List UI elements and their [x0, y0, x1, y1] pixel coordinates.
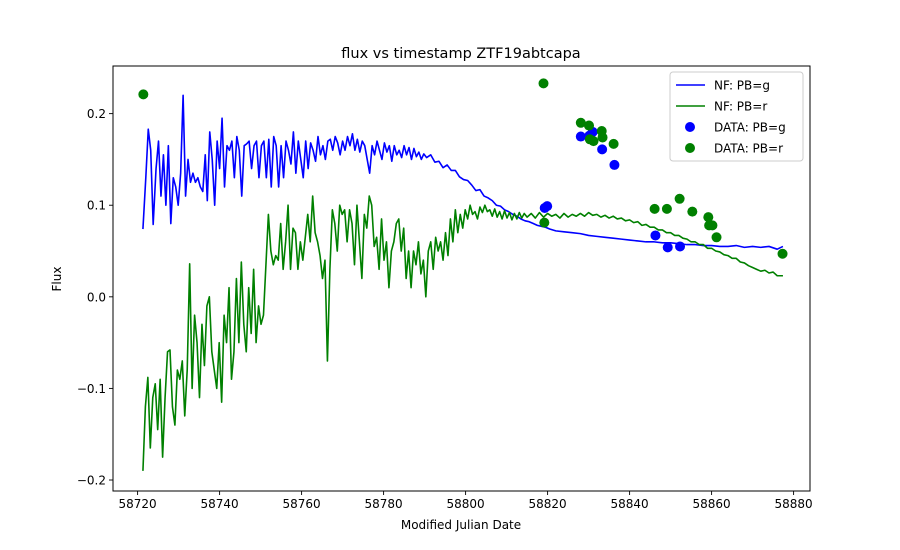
data-point-3-2 — [539, 217, 550, 228]
legend-swatch-data-r — [685, 143, 695, 153]
data-point-3-18 — [777, 248, 788, 259]
plot-frame — [112, 65, 811, 492]
data-point-3-16 — [707, 220, 718, 231]
series-line-0 — [142, 94, 784, 250]
legend-label-data-r: DATA: PB=r — [714, 142, 783, 156]
legend-label-nf-r: NF: PB=r — [714, 100, 767, 114]
data-point-3-13 — [687, 206, 698, 217]
y-tick-label: −0.1 — [77, 382, 106, 396]
data-point-3-12 — [674, 193, 685, 204]
data-point-3-10 — [649, 203, 660, 214]
data-point-3-17 — [711, 232, 722, 243]
data-point-3-1 — [538, 78, 549, 89]
series-line-1 — [142, 195, 783, 471]
data-point-2-6 — [609, 159, 620, 170]
x-tick-label: 58760 — [283, 497, 321, 511]
x-tick-label: 58840 — [611, 497, 649, 511]
data-point-3-3 — [575, 117, 586, 128]
x-tick-label: 58740 — [201, 497, 239, 511]
x-tick-label: 58880 — [775, 497, 813, 511]
y-tick-label: 0.0 — [87, 290, 106, 304]
x-tick-label: 58720 — [119, 497, 157, 511]
data-point-2-7 — [650, 230, 661, 241]
data-point-3-0 — [138, 89, 149, 100]
x-tick-label: 58780 — [365, 497, 403, 511]
data-point-2-1 — [542, 201, 553, 212]
data-point-3-4 — [584, 120, 595, 131]
y-axis: −0.2 −0.1 0.0 0.1 0.2 — [77, 107, 113, 488]
legend-swatch-data-g — [685, 122, 695, 132]
legend-label-data-g: DATA: PB=g — [714, 121, 786, 135]
y-tick-label: 0.1 — [87, 199, 106, 213]
legend-label-nf-g: NF: PB=g — [714, 79, 770, 93]
data-point-2-8 — [662, 242, 673, 253]
data-point-3-11 — [661, 203, 672, 214]
legend: NF: PB=g NF: PB=r DATA: PB=g DATA: PB=r — [669, 71, 804, 162]
x-axis-label: Modified Julian Date — [401, 518, 521, 532]
data-point-3-9 — [608, 138, 619, 149]
y-tick-label: −0.2 — [77, 474, 106, 488]
data-point-2-5 — [597, 144, 608, 155]
legend-box — [669, 71, 804, 162]
x-axis: 58720 58740 58760 58780 58800 58820 58840 58860… — [119, 491, 813, 511]
x-tick-label: 58820 — [529, 497, 567, 511]
data-point-3-14 — [703, 212, 714, 223]
data-point-3-6 — [588, 136, 599, 147]
y-tick-label: 0.2 — [87, 107, 106, 121]
data-point-3-8 — [597, 132, 608, 143]
series-layer — [138, 78, 788, 471]
chart-title: flux vs timestamp ZTF19abtcapa — [341, 46, 580, 62]
y-axis-label: Flux — [50, 267, 64, 292]
data-point-2-9 — [675, 241, 686, 252]
x-tick-label: 58800 — [447, 497, 485, 511]
x-tick-label: 58860 — [693, 497, 731, 511]
data-point-2-2 — [575, 131, 586, 142]
